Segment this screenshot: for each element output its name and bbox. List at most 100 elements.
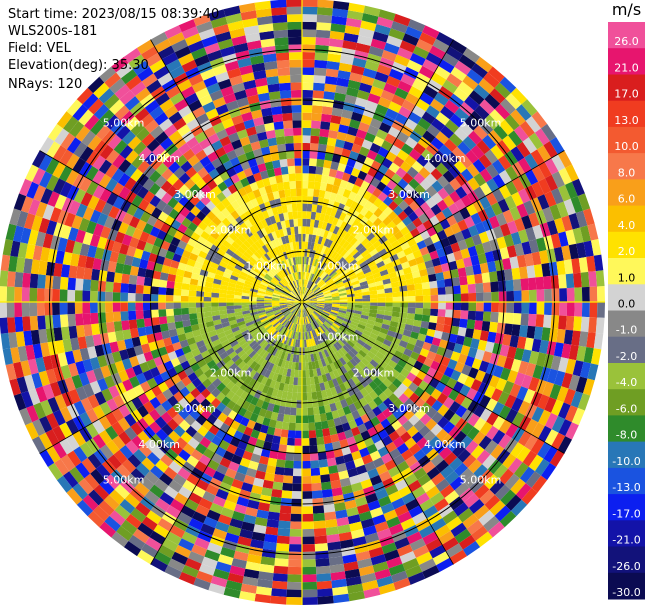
velocity-gate [328, 548, 343, 559]
velocity-gate [291, 361, 296, 370]
velocity-gate [380, 343, 390, 352]
velocity-gate [587, 363, 599, 381]
velocity-gate [406, 531, 423, 545]
velocity-gate [22, 272, 31, 288]
velocity-gate [211, 140, 223, 152]
velocity-gate [233, 298, 242, 302]
velocity-gate [320, 284, 328, 290]
velocity-gate [302, 483, 312, 492]
velocity-gate [218, 306, 227, 311]
velocity-gate [321, 286, 329, 292]
velocity-gate [243, 264, 252, 272]
velocity-gate [326, 533, 340, 544]
velocity-gate [262, 332, 270, 340]
velocity-gate [431, 337, 441, 347]
velocity-gate [364, 532, 380, 544]
velocity-gate [286, 321, 292, 329]
velocity-gate [302, 423, 309, 431]
velocity-gate [268, 504, 281, 513]
velocity-gate [266, 344, 274, 353]
velocity-gate [99, 66, 117, 83]
velocity-gate [328, 315, 336, 321]
velocity-gate [304, 287, 308, 295]
velocity-gate [223, 500, 237, 511]
velocity-gate [246, 259, 255, 267]
velocity-gate [549, 383, 562, 400]
velocity-gate [449, 401, 461, 414]
colorbar-tick-label: -10.0 [612, 455, 640, 468]
velocity-gate [550, 275, 560, 289]
velocity-gate [231, 354, 241, 363]
velocity-gate [464, 473, 479, 488]
velocity-gate [326, 457, 337, 467]
velocity-gate [478, 360, 490, 373]
velocity-gate [496, 448, 511, 465]
velocity-gate [302, 195, 308, 204]
velocity-gate [67, 289, 76, 302]
velocity-gate [455, 405, 468, 418]
velocity-gate [387, 359, 398, 369]
velocity-gate [273, 265, 280, 273]
velocity-gate [378, 382, 388, 393]
velocity-gate [167, 322, 176, 331]
velocity-gate [283, 467, 294, 476]
velocity-gate [388, 68, 404, 81]
velocity-gate [272, 305, 280, 309]
velocity-gate [347, 79, 361, 90]
velocity-gate [531, 181, 545, 198]
velocity-gate [281, 260, 287, 269]
velocity-gate [116, 125, 131, 140]
velocity-gate [484, 251, 495, 263]
velocity-gate [197, 167, 209, 179]
velocity-gate [376, 528, 392, 540]
velocity-gate [521, 487, 538, 505]
velocity-gate [157, 150, 171, 163]
velocity-gate [430, 388, 442, 400]
velocity-gate [470, 338, 480, 350]
velocity-gate [75, 229, 86, 244]
velocity-gate [276, 413, 285, 422]
velocity-gate [383, 397, 394, 408]
velocity-gate [307, 339, 312, 347]
velocity-gate [403, 247, 413, 256]
colorbar-tick-label: 26.0 [614, 35, 639, 48]
velocity-gate [568, 344, 579, 361]
velocity-gate [461, 181, 474, 195]
velocity-gate [494, 484, 511, 501]
velocity-gate [403, 409, 415, 421]
velocity-gate [243, 344, 252, 353]
velocity-gate [234, 237, 244, 247]
velocity-gate [250, 313, 259, 319]
velocity-gate [430, 168, 443, 181]
velocity-gate [343, 561, 359, 572]
velocity-gate [253, 277, 262, 284]
velocity-gate [278, 281, 286, 288]
velocity-gate [157, 441, 171, 454]
velocity-gate [392, 454, 406, 466]
velocity-gate [40, 188, 53, 205]
velocity-gate [192, 106, 206, 119]
velocity-gate [360, 20, 377, 32]
velocity-gate [353, 310, 362, 315]
velocity-gate [162, 435, 176, 449]
velocity-gate [324, 83, 337, 93]
velocity-gate [167, 273, 176, 282]
velocity-gate [347, 271, 356, 278]
velocity-gate [64, 350, 76, 365]
velocity-gate [221, 197, 231, 208]
velocity-gate [234, 308, 243, 313]
velocity-gate [330, 290, 339, 295]
velocity-gate [288, 173, 296, 182]
velocity-gate [128, 534, 146, 550]
velocity-gate [302, 218, 307, 227]
velocity-gate [397, 80, 412, 93]
velocity-gate [285, 275, 291, 283]
velocity-gate [165, 143, 179, 156]
velocity-gate [460, 248, 471, 259]
velocity-gate [383, 196, 394, 207]
velocity-gate [302, 226, 306, 234]
velocity-gate [114, 105, 130, 120]
velocity-gate [124, 96, 140, 111]
velocity-gate [286, 329, 292, 338]
velocity-gate [397, 236, 407, 246]
